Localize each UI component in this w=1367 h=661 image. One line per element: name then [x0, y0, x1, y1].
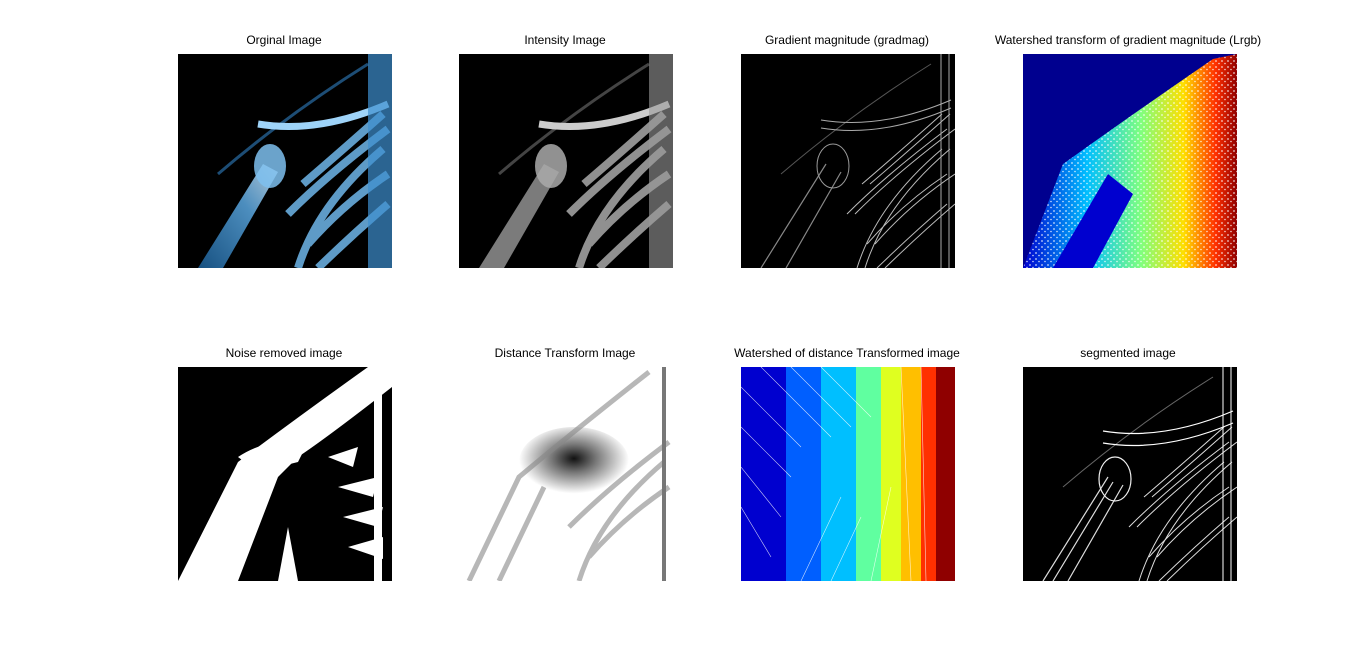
panel-watershed-distance: Watershed of distance Transformed image	[697, 346, 997, 586]
panel-title: Orginal Image	[246, 33, 322, 47]
intensity-image	[459, 54, 673, 268]
panel-title: Watershed transform of gradient magnitud…	[994, 33, 1262, 47]
noise-removed-image	[178, 367, 392, 581]
panel-watershed-gradient: Watershed transform of gradient magnitud…	[978, 33, 1278, 273]
segmented-image	[1023, 367, 1237, 581]
panel-original: Orginal Image	[134, 33, 434, 273]
panel-title: Distance Transform Image	[494, 346, 636, 360]
panel-title: Intensity Image	[524, 33, 606, 47]
panel-intensity: Intensity Image	[415, 33, 715, 273]
panel-segmented: segmented image	[978, 346, 1278, 586]
panel-distance-transform: Distance Transform Image	[415, 346, 715, 586]
watershed-gradient-image	[1023, 54, 1237, 268]
gradient-magnitude-image	[741, 54, 955, 268]
panel-title: segmented image	[1080, 346, 1176, 360]
original-image	[178, 54, 392, 268]
panel-title: Noise removed image	[225, 346, 343, 360]
panel-noise-removed: Noise removed image	[134, 346, 434, 586]
watershed-distance-image	[741, 367, 955, 581]
panel-title: Gradient magnitude (gradmag)	[764, 33, 930, 47]
distance-transform-image	[459, 367, 673, 581]
panel-title: Watershed of distance Transformed image	[734, 346, 960, 360]
panel-gradient-magnitude: Gradient magnitude (gradmag)	[697, 33, 997, 273]
